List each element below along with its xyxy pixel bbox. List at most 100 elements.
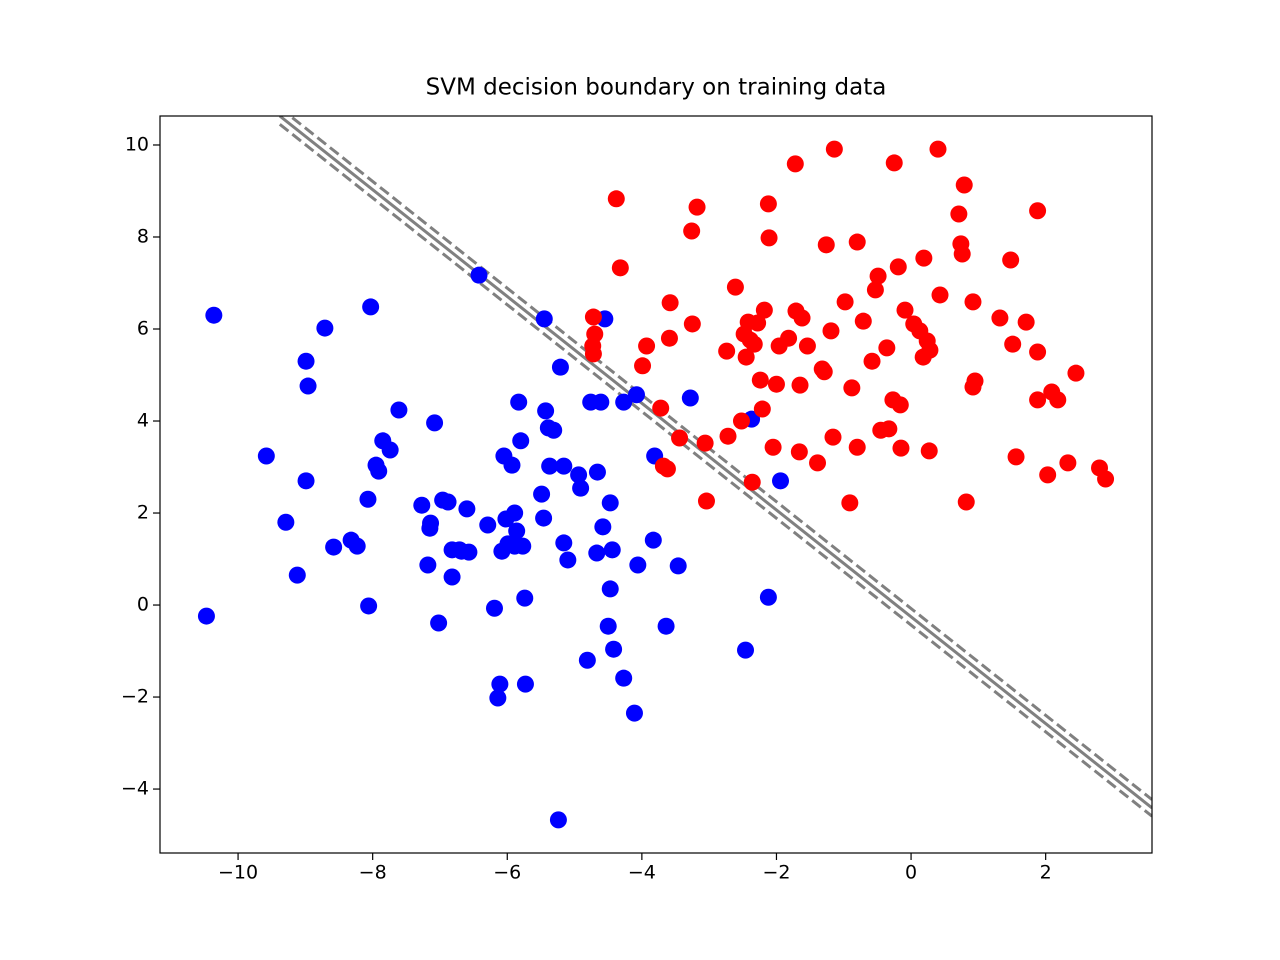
point	[572, 479, 590, 497]
point	[1097, 470, 1115, 488]
point	[878, 339, 896, 357]
point	[657, 617, 675, 635]
point	[896, 301, 914, 319]
point	[681, 389, 699, 407]
point	[885, 154, 903, 172]
y-tick-label: 2	[137, 502, 149, 524]
point	[430, 614, 448, 632]
point	[443, 568, 461, 586]
point	[348, 537, 366, 555]
point	[683, 222, 701, 240]
y-tick-label: −4	[121, 778, 149, 800]
point	[570, 466, 588, 484]
point	[759, 195, 777, 213]
point	[841, 494, 859, 512]
point	[772, 472, 790, 490]
point	[584, 345, 602, 363]
point	[426, 414, 444, 432]
point	[1029, 202, 1047, 220]
point	[1039, 466, 1057, 484]
point	[825, 140, 843, 158]
point	[1007, 448, 1025, 466]
boundary-line	[278, 116, 1152, 810]
point	[760, 229, 778, 247]
x-tick-label: 0	[905, 862, 917, 884]
point	[891, 396, 909, 414]
point	[798, 337, 816, 355]
point	[1049, 391, 1067, 409]
y-tick-label: −2	[121, 686, 149, 708]
point	[889, 258, 907, 276]
point	[627, 386, 645, 404]
point	[381, 441, 399, 459]
point	[1029, 343, 1047, 361]
point	[549, 811, 567, 829]
point	[671, 429, 689, 447]
point	[817, 236, 835, 254]
point	[669, 557, 687, 575]
point	[541, 457, 559, 475]
point	[660, 329, 678, 347]
y-tick-label: 0	[137, 594, 149, 616]
point	[629, 556, 647, 574]
point	[869, 267, 887, 285]
point	[880, 420, 898, 438]
point	[533, 485, 551, 503]
point	[485, 599, 503, 617]
point	[1029, 391, 1047, 409]
point	[848, 233, 866, 251]
point	[601, 580, 619, 598]
point	[601, 494, 619, 512]
point	[634, 357, 652, 375]
point	[953, 245, 971, 263]
x-tick-label: −4	[628, 862, 656, 884]
point	[638, 337, 656, 355]
point	[592, 393, 610, 411]
point	[688, 198, 706, 216]
point	[755, 301, 773, 319]
point	[957, 493, 975, 511]
point	[749, 314, 767, 332]
point	[390, 401, 408, 419]
point	[753, 400, 771, 418]
point	[615, 393, 633, 411]
point	[516, 589, 534, 607]
point	[594, 518, 612, 536]
point	[514, 537, 532, 555]
point	[822, 322, 840, 340]
point	[537, 402, 555, 420]
point	[508, 522, 526, 540]
point	[460, 543, 478, 561]
point	[836, 293, 854, 311]
point	[516, 675, 534, 693]
point	[866, 281, 884, 299]
point	[360, 597, 378, 615]
point	[316, 319, 334, 337]
chart-title: SVM decision boundary on training data	[426, 75, 887, 101]
point	[205, 306, 223, 324]
point	[1004, 335, 1022, 353]
x-tick-label: −10	[218, 862, 258, 884]
point	[277, 513, 295, 531]
point	[625, 704, 643, 722]
point	[848, 438, 866, 456]
y-tick-label: 4	[137, 410, 149, 432]
point	[863, 352, 881, 370]
point	[809, 454, 827, 472]
point	[931, 286, 949, 304]
point	[370, 462, 388, 480]
point	[892, 439, 910, 457]
point	[458, 500, 476, 518]
point	[697, 492, 715, 510]
point	[964, 293, 982, 311]
boundary-line	[287, 116, 1152, 801]
point	[658, 460, 676, 478]
point	[1059, 454, 1077, 472]
point	[793, 309, 811, 327]
point	[791, 376, 809, 394]
point	[1067, 364, 1085, 382]
point	[535, 310, 553, 328]
point	[288, 566, 306, 584]
point	[421, 519, 439, 537]
x-tick-label: −6	[493, 862, 521, 884]
